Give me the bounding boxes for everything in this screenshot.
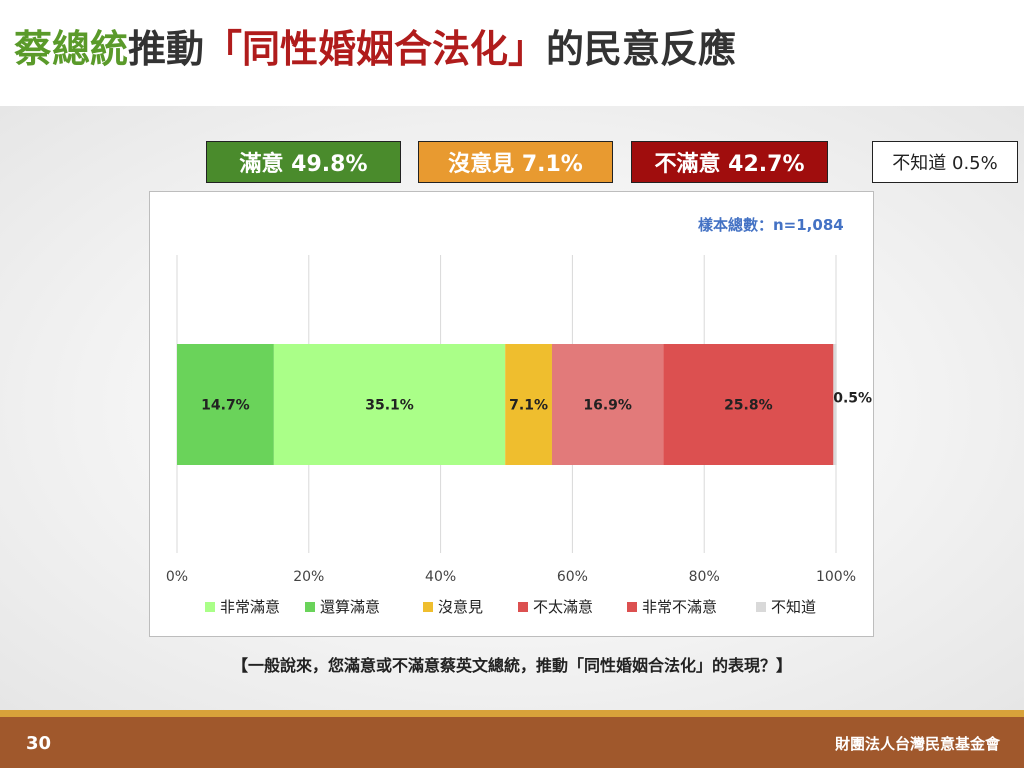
sample-size: 樣本總數：n=1,084 (698, 216, 844, 234)
summary-neutral-text: 沒意見 7.1% (448, 152, 583, 177)
title-president: 蔡總統 (14, 27, 129, 71)
survey-question: 【一般說來，您滿意或不滿意蔡英文總統，推動「同性婚姻合法化」的表現？】 (231, 656, 792, 675)
title-topic: 「同性婚姻合法化」 (204, 27, 547, 71)
page-number: 30 (26, 733, 52, 754)
summary-neutral-badge: 沒意見 7.1% (418, 141, 613, 183)
chart-panel (149, 191, 874, 637)
summary-unknown-badge: 不知道 0.5% (872, 141, 1018, 183)
summary-satisfied-text: 滿意 49.8% (239, 152, 368, 177)
page-title: 蔡總統推動「同性婚姻合法化」的民意反應 (14, 18, 736, 74)
title-promote: 推動 (128, 27, 205, 71)
summary-satisfied-badge: 滿意 49.8% (206, 141, 401, 183)
summary-dissatisfied-text: 不滿意 42.7% (654, 152, 805, 177)
footer-bar (0, 710, 1024, 768)
summary-unknown-text: 不知道 0.5% (892, 153, 998, 174)
footer-stripe (0, 710, 1024, 717)
summary-dissatisfied-badge: 不滿意 42.7% (631, 141, 828, 183)
title-response: 的民意反應 (546, 27, 737, 71)
organization-name: 財團法人台灣民意基金會 (834, 735, 1000, 753)
